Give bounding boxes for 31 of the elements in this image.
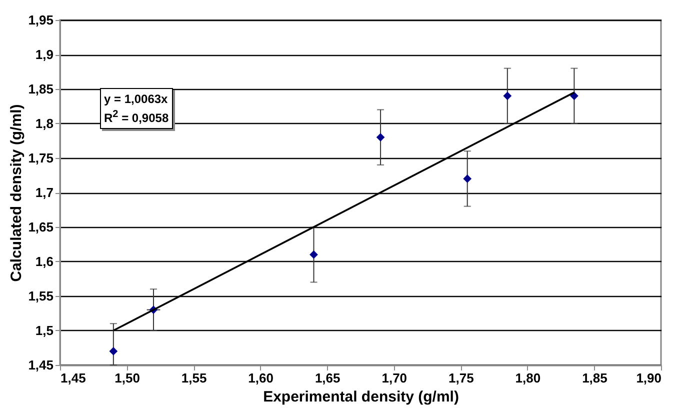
y-tick-label: 1,6 xyxy=(35,254,54,269)
y-tick-label: 1,65 xyxy=(28,220,54,234)
x-tick-label: 1,50 xyxy=(114,370,140,386)
x-tick-label: 1,65 xyxy=(314,370,340,386)
point xyxy=(503,92,512,100)
point xyxy=(109,347,118,356)
point xyxy=(376,133,385,142)
x-tick-label: 1,60 xyxy=(248,370,274,386)
x-tick-label: 1,80 xyxy=(515,370,541,386)
equation-box: y = 1,0063x R$^{2}$ = 0,9058 xyxy=(100,88,173,129)
y-tick-label: 1,5 xyxy=(35,323,54,338)
y-tick-label: 1,85 xyxy=(28,82,54,96)
y-tick-label: 1,75 xyxy=(28,150,54,166)
y-tick-label: 1,8 xyxy=(35,116,54,131)
point xyxy=(463,174,472,183)
y-tick-label: 1,7 xyxy=(35,185,54,200)
y-tick-label: 1,45 xyxy=(28,358,54,372)
x-tick-label: 1,90 xyxy=(636,370,662,386)
y-tick-label: 1,55 xyxy=(28,288,54,304)
x-tick-label: 1,85 xyxy=(582,370,608,386)
x-tick-label: 1,55 xyxy=(181,370,207,386)
x-tick-label: 1,45 xyxy=(60,370,86,386)
x-axis-title: Experimental density (g/ml) xyxy=(263,388,459,406)
annotation: R$^{2}$ = 0,9058 xyxy=(104,108,169,126)
y-tick-label: 1,9 xyxy=(35,47,54,62)
x-tick-label: 1,70 xyxy=(382,370,408,386)
annotation: y = 1,0063x xyxy=(104,91,169,107)
point xyxy=(310,250,318,259)
y-tick-label: 1,95 xyxy=(28,12,54,28)
y-axis-title: Calculated density (g/ml) xyxy=(8,104,26,282)
x-tick-label: 1,75 xyxy=(448,370,474,386)
